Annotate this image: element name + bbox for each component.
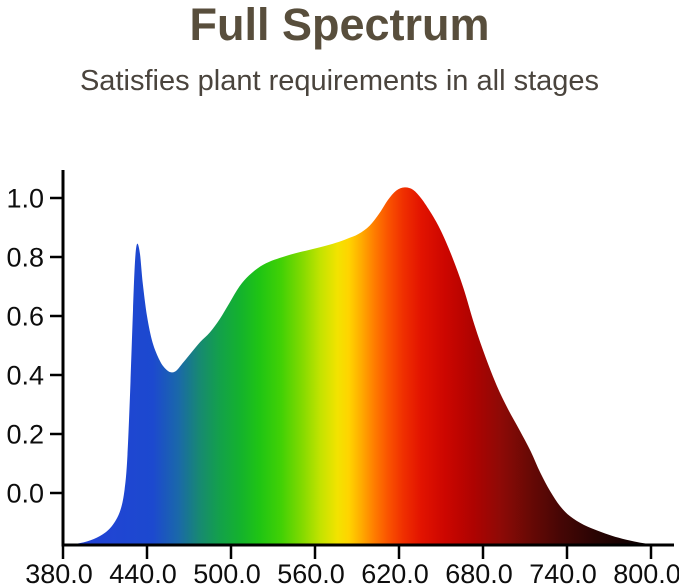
- page-title: Full Spectrum: [189, 0, 490, 50]
- x-tick-label: 560.0: [277, 559, 345, 588]
- spectrum-area: [63, 187, 663, 545]
- x-tick-label: 620.0: [361, 559, 429, 588]
- x-tick-label: 500.0: [193, 559, 261, 588]
- y-tick-label: 0.4: [6, 361, 44, 391]
- y-tick-label: 0.6: [6, 302, 44, 332]
- x-tick-label: 680.0: [445, 559, 513, 588]
- y-tick-label: 0.0: [6, 479, 44, 509]
- x-tick-label: 740.0: [529, 559, 597, 588]
- y-tick-label: 0.8: [6, 243, 44, 273]
- y-tick-label: 1.0: [6, 184, 44, 214]
- x-tick-label: 440.0: [109, 559, 177, 588]
- page-subtitle: Satisfies plant requirements in all stag…: [79, 65, 600, 97]
- x-tick-label: 800.0: [613, 559, 679, 588]
- y-tick-label: 0.2: [6, 420, 44, 450]
- x-tick-label: 380.0: [25, 559, 93, 588]
